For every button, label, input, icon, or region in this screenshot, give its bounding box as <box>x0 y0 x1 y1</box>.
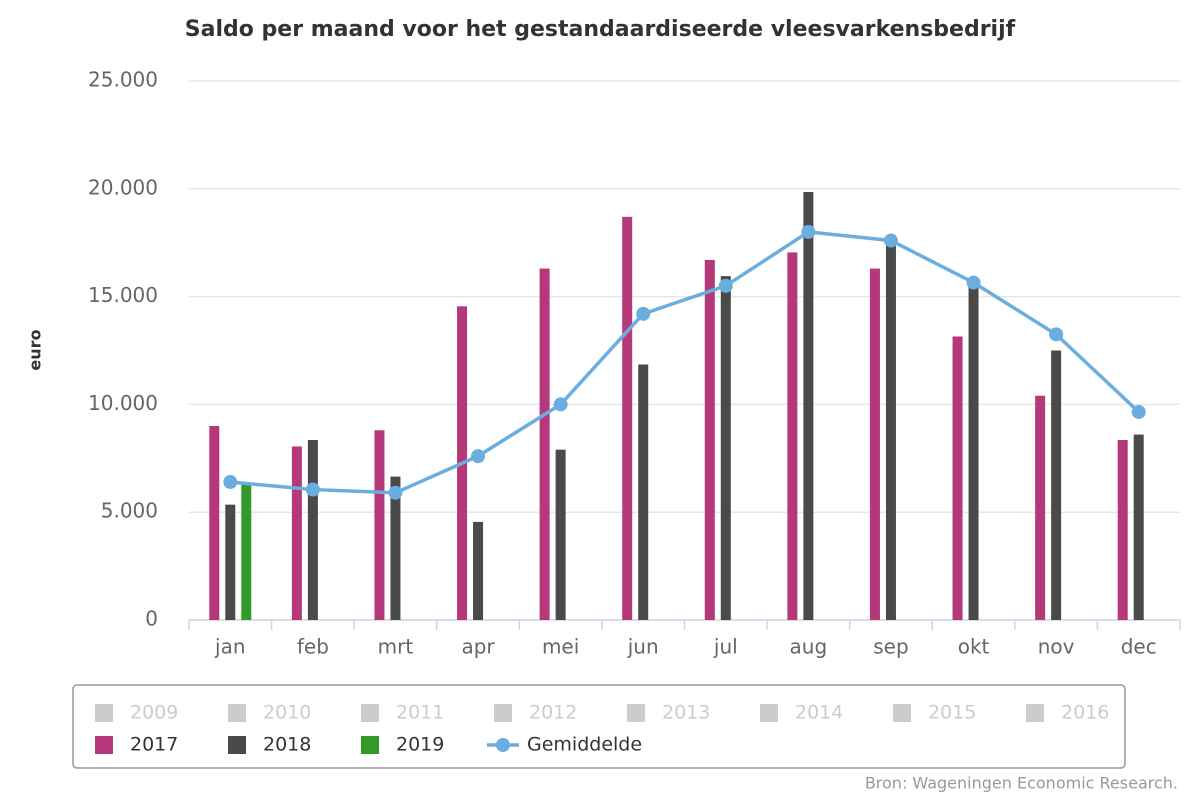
bar <box>473 521 484 620</box>
x-tick-label: jun <box>627 635 659 659</box>
line-marker <box>883 233 898 248</box>
legend-swatch <box>760 704 778 722</box>
x-tick-label: jan <box>214 635 246 659</box>
source: Bron: Wageningen Economic Research. <box>865 774 1178 793</box>
bar <box>885 240 896 620</box>
bar <box>622 216 633 620</box>
line-marker <box>1049 327 1064 342</box>
legend-swatch <box>1026 704 1044 722</box>
legend-swatch <box>95 736 113 754</box>
y-axis-label: euro <box>26 329 45 370</box>
legend-label[interactable]: 2019 <box>396 734 444 756</box>
y-tick-label: 15.000 <box>88 283 158 307</box>
legend-swatch <box>627 704 645 722</box>
line-marker <box>305 482 320 497</box>
x-tick-label: aug <box>790 635 828 659</box>
bar <box>307 439 318 620</box>
y-tick-label: 0 <box>145 607 158 631</box>
line-marker <box>388 485 403 500</box>
bar <box>241 484 252 620</box>
y-tick-label: 10.000 <box>88 391 158 415</box>
x-tick-label: mei <box>542 635 579 659</box>
legend-label[interactable]: Gemiddelde <box>527 734 642 756</box>
legend-label[interactable]: 2010 <box>263 702 311 724</box>
legend-label[interactable]: 2014 <box>795 702 843 724</box>
bar <box>555 449 566 620</box>
x-tick-label: jul <box>713 635 738 659</box>
bar <box>225 504 236 620</box>
x-tick-label: mrt <box>378 635 414 659</box>
legend-swatch <box>361 736 379 754</box>
legend-label[interactable]: 2016 <box>1061 702 1109 724</box>
legend-label[interactable]: 2018 <box>263 734 311 756</box>
line-marker <box>718 278 733 293</box>
bar <box>803 192 814 620</box>
line-marker <box>801 224 816 239</box>
bar <box>869 268 880 620</box>
bar <box>1051 350 1062 620</box>
y-tick-label: 25.000 <box>88 68 158 92</box>
x-tick-label: nov <box>1038 635 1075 659</box>
legend-marker <box>496 738 510 752</box>
chart-title: Saldo per maand voor het gestandaardisee… <box>185 17 1016 42</box>
legend-label[interactable]: 2015 <box>928 702 976 724</box>
legend-swatch <box>228 704 246 722</box>
y-tick-label: 5.000 <box>101 499 158 523</box>
legend-swatch <box>893 704 911 722</box>
x-tick-label: okt <box>958 635 990 659</box>
bar <box>390 476 401 620</box>
legend-label[interactable]: 2011 <box>396 702 444 724</box>
legend-swatch <box>361 704 379 722</box>
line <box>230 230 1140 495</box>
bar <box>374 430 385 620</box>
bar <box>968 280 979 620</box>
legend-swatch <box>95 704 113 722</box>
bar <box>720 276 731 620</box>
line-marker <box>1131 404 1146 419</box>
bar <box>291 446 302 620</box>
line-marker <box>966 275 981 290</box>
line-marker <box>553 397 568 412</box>
legend-label[interactable]: 2009 <box>130 702 178 724</box>
bar <box>787 252 798 621</box>
y-tick-label: 20.000 <box>88 175 158 199</box>
bar <box>539 268 550 620</box>
x-tick-label: sep <box>873 635 908 659</box>
line-marker <box>223 475 238 490</box>
line-marker <box>471 449 486 464</box>
line-marker <box>636 306 651 321</box>
bar <box>704 259 715 620</box>
legend-label[interactable]: 2013 <box>662 702 710 724</box>
x-tick-label: dec <box>1121 635 1157 659</box>
bar <box>638 364 649 620</box>
bar <box>1117 439 1128 620</box>
legend-label[interactable]: 2012 <box>529 702 577 724</box>
legend-box <box>72 684 1126 769</box>
legend-label[interactable]: 2017 <box>130 734 178 756</box>
legend-swatch <box>228 736 246 754</box>
bar <box>209 425 220 620</box>
bar <box>1035 395 1046 620</box>
bar <box>952 336 963 620</box>
bar <box>1133 434 1144 620</box>
x-tick-label: feb <box>297 635 329 659</box>
x-tick-label: apr <box>461 635 495 659</box>
legend-swatch <box>494 704 512 722</box>
